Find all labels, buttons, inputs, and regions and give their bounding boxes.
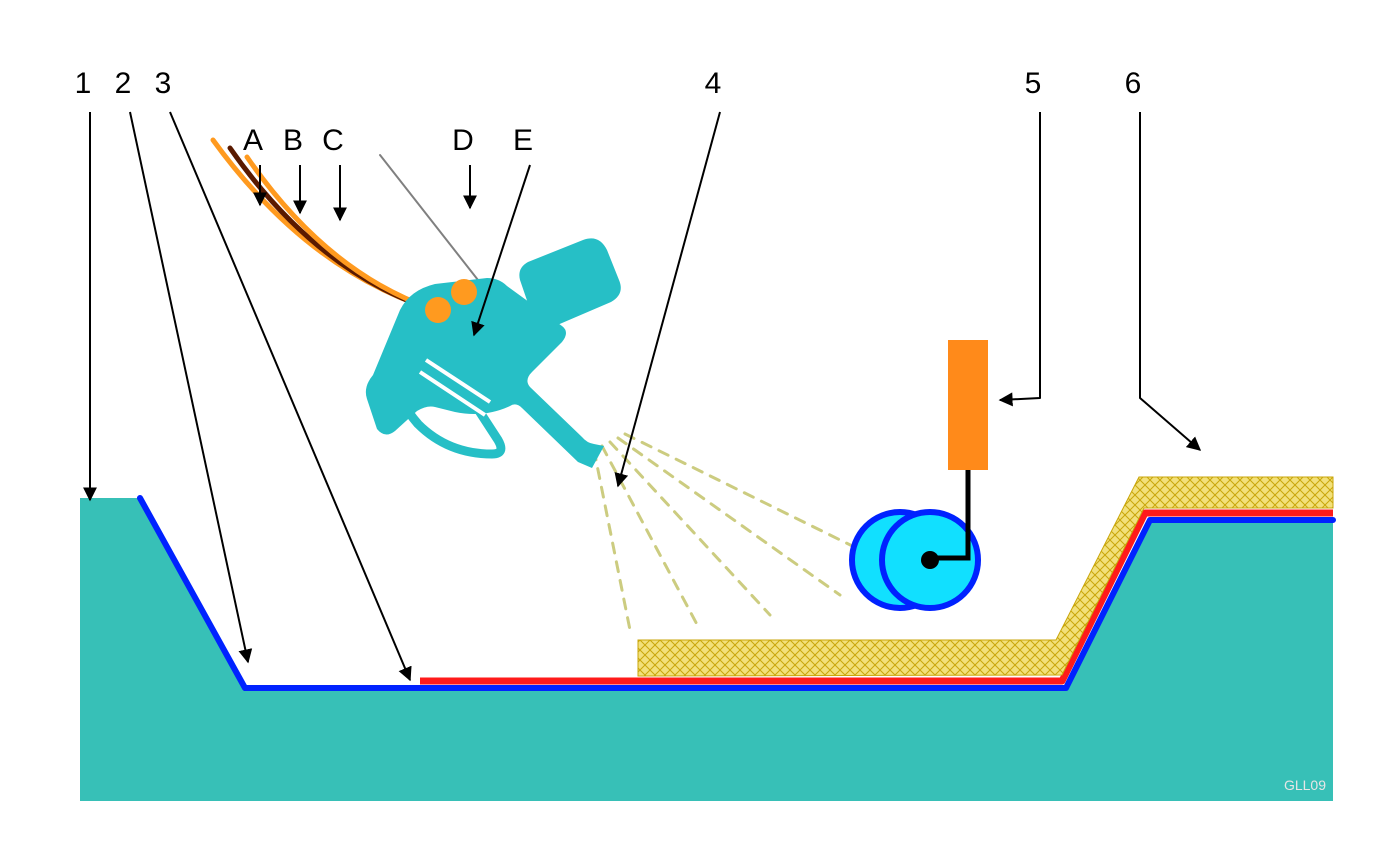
arrow-6: [1140, 112, 1200, 450]
gun-knob-1: [425, 297, 451, 323]
watermark: GLL09: [1284, 777, 1326, 793]
spray-gun: [366, 238, 621, 468]
label-C: C: [322, 124, 344, 157]
roller-handle: [948, 340, 988, 470]
gun-knob-2: [451, 279, 477, 305]
label-3: 3: [155, 67, 172, 100]
spray-fan: [594, 434, 895, 630]
label-A: A: [243, 124, 263, 157]
label-1: 1: [75, 67, 92, 100]
label-2: 2: [115, 67, 132, 100]
label-4: 4: [705, 67, 722, 100]
arrow-4: [618, 112, 720, 486]
label-6: 6: [1125, 67, 1142, 100]
callout-labels: 123 4 5 6 ABC D E: [75, 67, 1142, 157]
gun-motor: [519, 238, 620, 327]
label-E: E: [513, 124, 533, 157]
label-5: 5: [1025, 67, 1042, 100]
label-D: D: [452, 124, 474, 157]
label-B: B: [283, 124, 303, 157]
consolidation-roller: [852, 340, 988, 608]
arrow-5: [1000, 112, 1040, 400]
callout-arrows: [90, 112, 1200, 680]
